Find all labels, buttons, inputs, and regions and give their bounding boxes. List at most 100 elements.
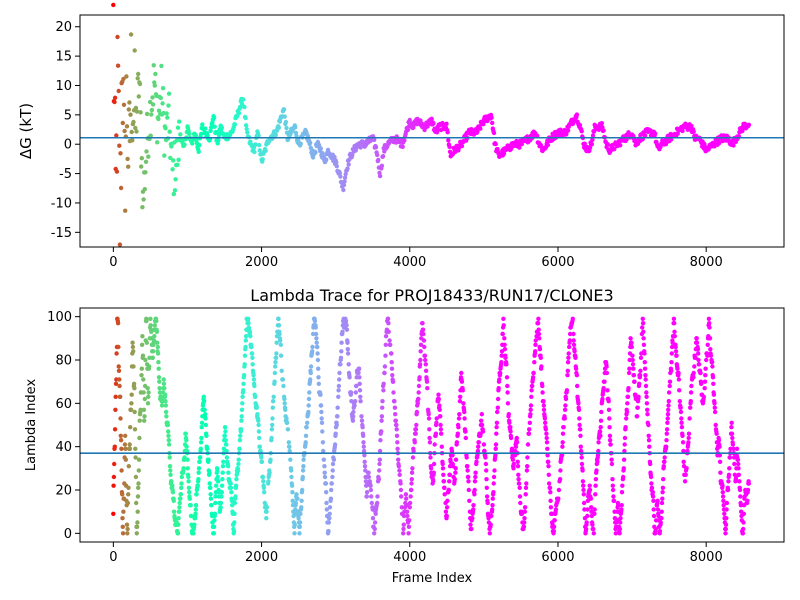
data-point — [330, 474, 335, 480]
data-point — [526, 431, 532, 436]
data-point — [379, 163, 385, 168]
data-point — [689, 123, 694, 129]
data-point — [339, 340, 344, 345]
data-point — [702, 386, 707, 391]
data-point — [705, 353, 710, 358]
data-point — [209, 503, 214, 508]
data-point — [338, 174, 343, 179]
data-point — [605, 142, 610, 147]
data-point — [125, 156, 130, 162]
data-point — [112, 99, 117, 105]
data-point — [218, 505, 223, 510]
data-point — [131, 349, 136, 354]
data-point — [141, 197, 146, 202]
data-point — [242, 104, 247, 110]
data-point — [571, 342, 577, 347]
data-point — [655, 498, 660, 503]
data-point — [380, 399, 385, 404]
top-axes-frame — [79, 14, 785, 248]
data-point — [119, 446, 124, 451]
x-tick-label: 6000 — [541, 550, 574, 565]
data-point — [140, 205, 145, 210]
data-point — [664, 431, 669, 436]
data-point — [257, 444, 262, 449]
data-point — [203, 422, 208, 428]
data-point — [702, 141, 707, 147]
data-point — [334, 422, 339, 428]
data-point — [619, 503, 624, 508]
data-point — [696, 351, 701, 356]
data-point — [666, 407, 671, 412]
data-point — [624, 416, 629, 421]
data-point — [411, 448, 416, 454]
y-tick-label: 5 — [64, 108, 72, 123]
data-point — [587, 483, 592, 488]
data-point — [318, 146, 323, 151]
data-point — [132, 386, 137, 391]
data-point — [163, 392, 168, 397]
data-point — [241, 373, 247, 378]
data-point — [259, 459, 265, 464]
data-point — [134, 524, 140, 529]
data-point — [128, 112, 133, 117]
data-point — [165, 115, 170, 120]
data-point — [606, 407, 612, 412]
data-point — [692, 364, 697, 369]
data-point — [519, 141, 524, 147]
data-point — [716, 438, 722, 443]
data-point — [127, 442, 132, 447]
data-point — [507, 420, 512, 425]
data-point — [361, 448, 367, 454]
data-point — [134, 531, 139, 536]
data-point — [546, 459, 551, 464]
data-point — [193, 507, 198, 512]
data-point — [708, 353, 714, 358]
data-point — [583, 526, 589, 532]
data-point — [178, 496, 183, 501]
data-point — [121, 102, 127, 108]
data-point — [171, 509, 177, 514]
data-point — [524, 481, 529, 486]
data-point — [308, 370, 313, 376]
data-point — [665, 416, 670, 421]
data-point — [137, 81, 143, 87]
data-point — [139, 366, 144, 371]
data-point — [112, 444, 118, 449]
data-point — [431, 479, 436, 484]
data-point — [121, 76, 126, 82]
data-point — [211, 531, 216, 536]
data-point — [299, 505, 304, 510]
data-point — [392, 405, 398, 410]
data-point — [175, 162, 180, 167]
data-point — [120, 531, 126, 536]
data-point — [428, 455, 433, 460]
data-point — [423, 368, 429, 373]
data-point — [350, 418, 356, 423]
data-point — [211, 115, 217, 120]
data-point — [466, 479, 471, 484]
data-point — [606, 399, 611, 404]
data-point — [661, 477, 666, 482]
data-point — [560, 440, 565, 445]
data-point — [545, 446, 550, 451]
data-point — [276, 316, 281, 321]
data-point — [618, 516, 623, 521]
data-point — [366, 474, 372, 480]
data-point — [372, 526, 377, 532]
data-point — [646, 438, 652, 443]
data-point — [297, 520, 303, 525]
data-point — [490, 496, 495, 501]
data-point — [240, 401, 245, 406]
data-point — [321, 448, 326, 454]
data-point — [361, 444, 366, 449]
data-point — [662, 459, 667, 464]
data-point — [344, 327, 350, 332]
data-point — [167, 129, 172, 134]
data-point — [383, 334, 389, 339]
data-point — [351, 409, 356, 415]
data-point — [292, 531, 297, 536]
data-point — [320, 440, 326, 445]
data-point — [260, 474, 266, 480]
data-point — [717, 453, 722, 458]
data-point — [709, 360, 715, 365]
